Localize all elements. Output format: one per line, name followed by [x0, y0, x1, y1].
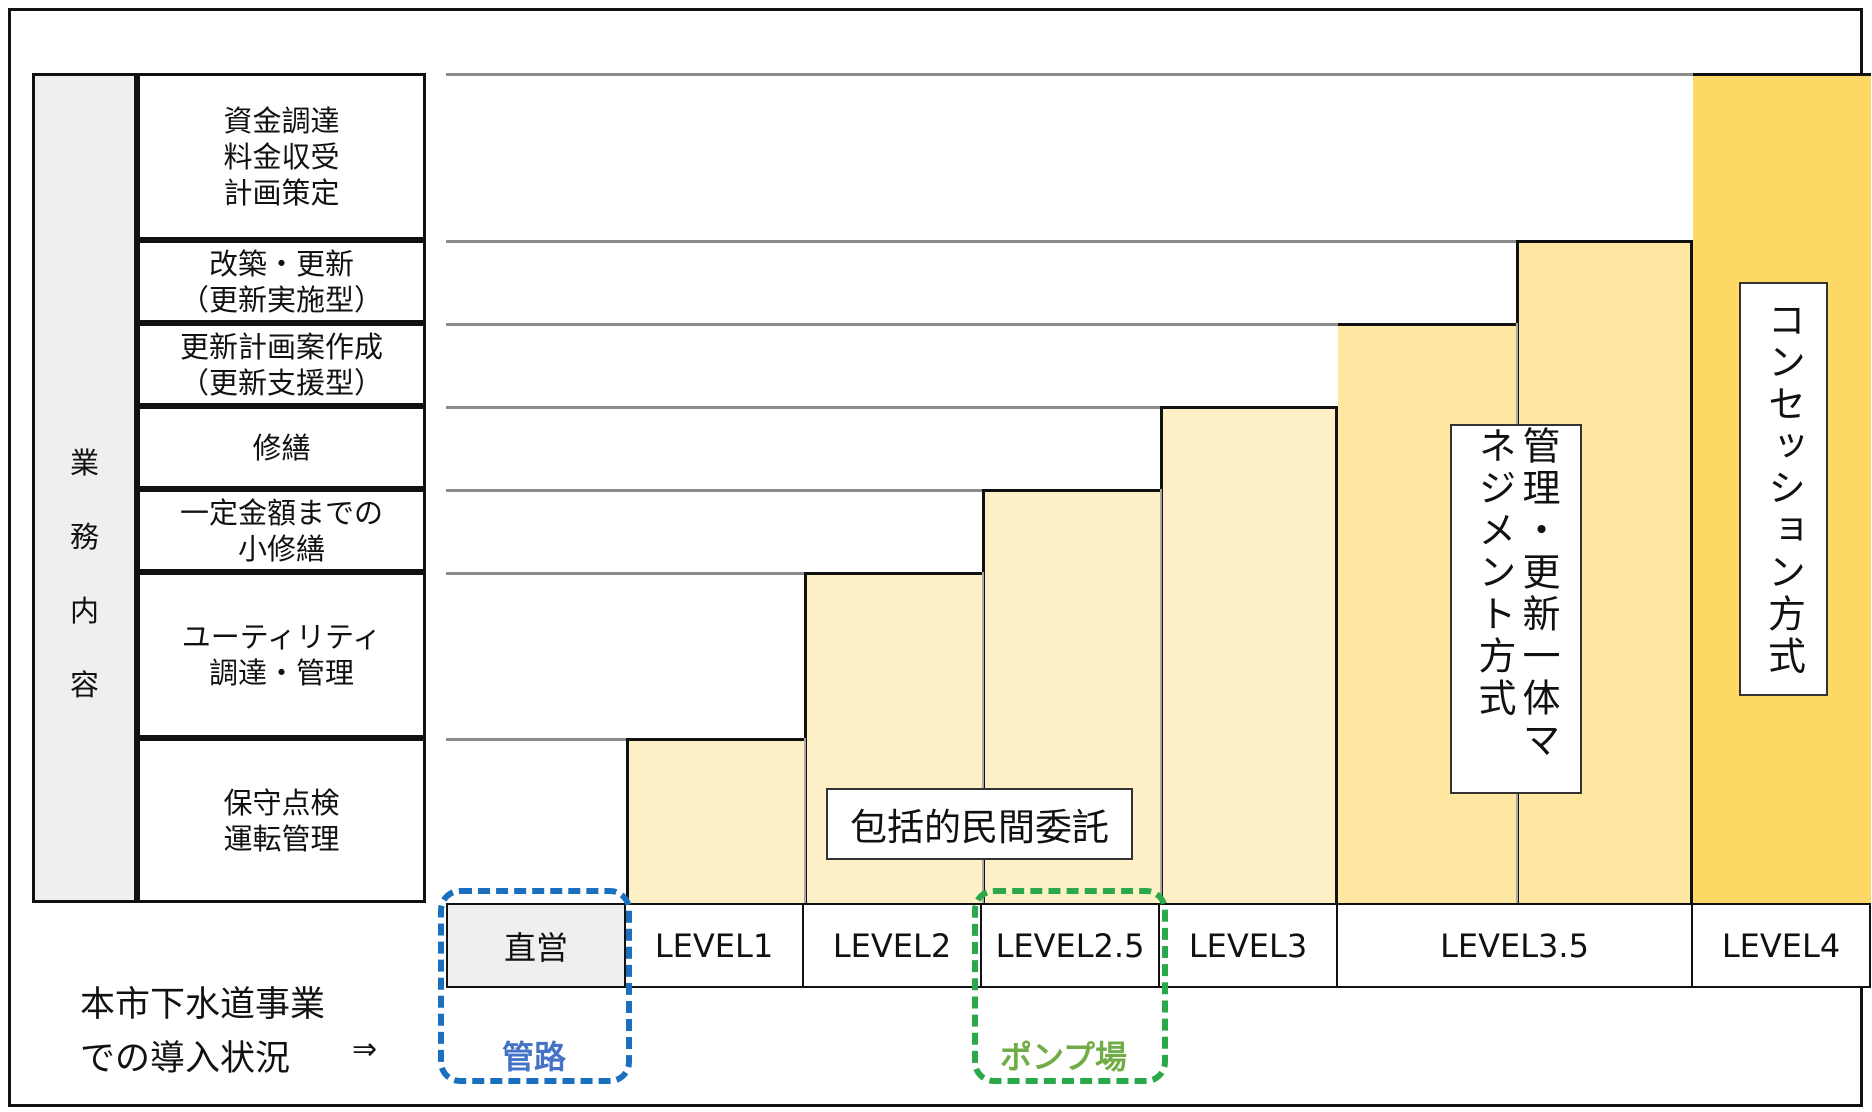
divider [804, 738, 806, 903]
comprehensive-contract-label: 包括的民間委託 [826, 788, 1133, 860]
task-financing: 資金調達 料金収受 計画策定 [137, 73, 426, 240]
task-utility: ユーティリティ 調達・管理 [137, 572, 426, 738]
task-renewal-plan: 更新計画案作成 （更新支援型） [137, 323, 426, 406]
business-label-char: 業 [69, 446, 99, 480]
row-guide-line [446, 240, 1516, 243]
level-2-5: LEVEL2.5 [982, 903, 1160, 988]
pump-highlight [972, 888, 1168, 1084]
level1-area [626, 738, 804, 903]
adoption-status-label: 本市下水道事業 での導入状況 [80, 985, 326, 1079]
business-content-column: 業務内容 [32, 73, 137, 903]
level-3-5: LEVEL3.5 [1338, 903, 1693, 988]
task-repair: 修繕 [137, 406, 426, 489]
level-1: LEVEL1 [626, 903, 804, 988]
task-maintenance: 保守点検 運転管理 [137, 738, 426, 903]
level-2: LEVEL2 [804, 903, 982, 988]
business-content-label: 業務内容 [35, 426, 134, 722]
pipes-tag: 管路 [502, 1038, 567, 1076]
row-guide-line [446, 406, 1160, 409]
level-4: LEVEL4 [1693, 903, 1871, 988]
row-guide-line [446, 738, 626, 741]
level-3: LEVEL3 [1160, 903, 1338, 988]
concession-method-label: コンセッション方式 [1739, 282, 1828, 696]
row-guide-line [446, 572, 804, 575]
business-label-char: 容 [69, 668, 99, 702]
management-method-label: 管理・更新一体マネジメント方式 [1450, 424, 1582, 794]
pump-station-tag: ポンプ場 [1000, 1038, 1128, 1076]
row-guide-line [446, 489, 982, 492]
business-label-char: 務 [69, 520, 99, 554]
concession-method-text: コンセッション方式 [1761, 300, 1806, 678]
divider [982, 572, 984, 903]
row-guide-line [446, 73, 1693, 76]
task-renewal-construction: 改築・更新 （更新実施型） [137, 240, 426, 323]
right-arrow-icon: ⇒ [352, 1032, 378, 1067]
task-minor-repair: 一定金額までの 小修繕 [137, 489, 426, 572]
level-direct: 直営 [446, 903, 626, 988]
row-guide-line [446, 323, 1338, 326]
pipes-highlight [438, 888, 632, 1084]
business-label-char: 内 [69, 594, 99, 628]
management-method-text: 管理・更新一体マネジメント方式 [1472, 426, 1560, 762]
level3-area [1160, 406, 1338, 903]
divider [1160, 489, 1162, 903]
